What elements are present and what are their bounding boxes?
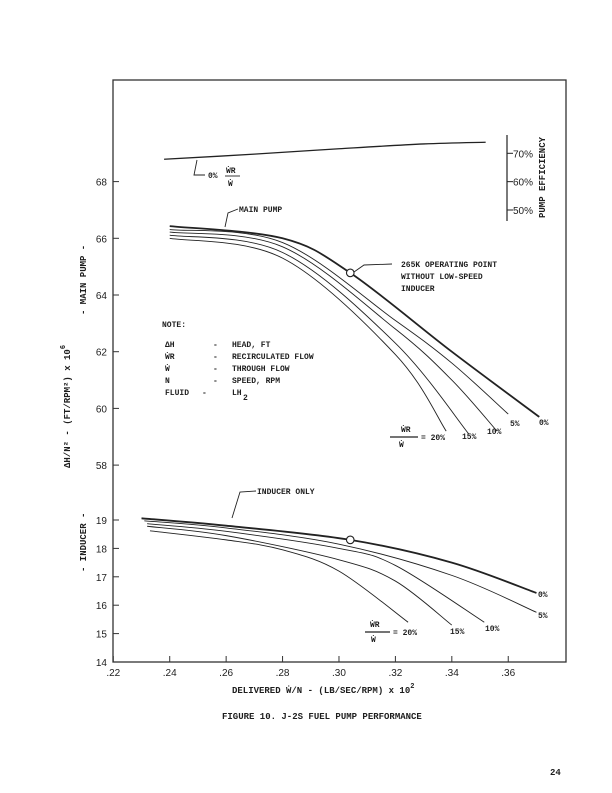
inducer-operating-point (345, 535, 355, 545)
figure-title: FIGURE 10. J-2S FUEL PUMP PERFORMANCE (222, 712, 422, 722)
y-axis-title: ΔH/N² - (FT/RPM²) x 106 (60, 345, 73, 468)
main-y-tick-label: 60 (96, 404, 108, 415)
page-number: 24 (550, 768, 561, 778)
inducer-frac-num: ẆR (370, 621, 380, 630)
inducer-curve-15pct (147, 525, 453, 626)
y-label-main-pump: - MAIN PUMP - (79, 245, 89, 315)
note-subscript: 2 (243, 394, 248, 403)
x-axis-ticks: .22 .24 .26 .28 .30 .32 .34 .36 (106, 656, 516, 679)
inducer-y-tick-label: 16 (96, 601, 108, 612)
op-point-label-1: 265K OPERATING POINT (401, 261, 497, 270)
main-label-20: = 20% (421, 434, 445, 443)
main-y-tick-label: 68 (96, 178, 108, 189)
main-pump-curve-5pct (169, 229, 509, 415)
y-axis-title-sup: 6 (60, 345, 68, 349)
note-title: NOTE: (162, 321, 186, 330)
note-symbol: Ẇ (165, 365, 170, 374)
efficiency-frac-num: ẆR (226, 167, 236, 176)
efficiency-axis-label: PUMP EFFICIENCY (538, 136, 548, 218)
main-pump-curve-20pct (169, 237, 447, 432)
efficiency-axis-ticks: 50% 60% 70% (507, 149, 533, 217)
x-tick-label: .22 (106, 668, 120, 679)
note-symbol: ΔH (165, 341, 175, 350)
efficiency-tick-label: 70% (513, 149, 533, 160)
y-axis-title-text: ΔH/N² - (FT/RPM²) x 106 (60, 345, 73, 468)
x-tick-label: .34 (445, 668, 459, 679)
inducer-label-5: 5% (538, 612, 548, 621)
note-description: SPEED, RPM (232, 377, 280, 386)
efficiency-curve (164, 141, 486, 160)
main-pump-curve-0pct (169, 225, 540, 418)
main-y-tick-label: 62 (96, 348, 108, 359)
efficiency-tick-label: 60% (513, 178, 533, 189)
inducer-label-10: 10% (485, 625, 500, 634)
main-y-tick-label: 58 (96, 461, 108, 472)
main-frac-den: Ẇ (399, 441, 404, 450)
inducer-y-tick-label: 14 (96, 658, 108, 669)
main-pump-curve-10pct (169, 231, 498, 432)
inducer-curve-20pct (149, 530, 409, 623)
note-description: LH (232, 389, 242, 398)
inducer-y-tick-label: 15 (96, 630, 108, 641)
inducer-label-15: 15% (450, 628, 465, 637)
op-point-label-3: INDUCER (401, 285, 435, 294)
note-dash: - (202, 389, 207, 398)
main-operating-point (345, 268, 355, 278)
x-axis-title: DELIVERED Ẇ/N - (LB/SEC/RPM) x 102 (232, 683, 414, 696)
main-label-10: 10% (487, 428, 502, 437)
note-dash: - (213, 365, 218, 374)
plot-frame (112, 79, 567, 663)
main-pump-label: MAIN PUMP (239, 206, 282, 215)
note-description: HEAD, FT (232, 341, 271, 350)
inducer-frac-den: Ẇ (371, 636, 376, 645)
inducer-label-20: = 20% (393, 629, 417, 638)
inducer-label-0: 0% (538, 591, 548, 600)
x-axis-title-main: DELIVERED Ẇ/N - (LB/SEC/RPM) x 10 (232, 685, 410, 696)
note-symbol: FLUID (165, 389, 189, 398)
main-y-tick-label: 64 (96, 291, 108, 302)
inducer-leader (231, 490, 257, 519)
inducer-curve-0pct (141, 517, 537, 594)
inducer-only-label: INDUCER ONLY (257, 488, 315, 497)
note-dash: - (213, 341, 218, 350)
note-description: RECIRCULATED FLOW (232, 353, 314, 362)
x-tick-label: .28 (276, 668, 290, 679)
inducer-y-tick-label: 19 (96, 516, 108, 527)
x-tick-label: .30 (332, 668, 346, 679)
op-point-leader (353, 263, 393, 273)
efficiency-tick-label: 50% (513, 206, 533, 217)
x-tick-label: .36 (501, 668, 515, 679)
main-frac-num: ẆR (401, 426, 411, 435)
note-dash: - (213, 377, 218, 386)
efficiency-label-pct: 0% (208, 172, 218, 181)
main-y-tick-label: 66 (96, 234, 108, 245)
main-label-0: 0% (539, 419, 549, 428)
curves (141, 141, 540, 626)
note-description: THROUGH FLOW (232, 365, 290, 374)
y-axis-ticks: 58 60 62 64 66 68 14 15 16 17 18 19 (96, 178, 119, 669)
main-pump-leader (224, 208, 239, 228)
inducer-y-tick-label: 17 (96, 573, 108, 584)
inducer-curve-5pct (144, 520, 537, 613)
x-axis-title-sup: 2 (410, 683, 414, 691)
y-label-inducer: - INDUCER - (79, 513, 89, 572)
inducer-y-tick-label: 18 (96, 544, 108, 555)
inducer-curve-10pct (147, 523, 485, 623)
note-dash: - (213, 353, 218, 362)
efficiency-frac-den: Ẇ (228, 180, 233, 189)
x-tick-label: .32 (388, 668, 402, 679)
y-axis-title-main: ΔH/N² - (FT/RPM²) x 10 (63, 349, 73, 468)
op-point-label-2: WITHOUT LOW-SPEED (401, 273, 483, 282)
main-pump-curve-15pct (169, 234, 470, 435)
note-symbol: N (165, 377, 170, 386)
note-symbol: ẆR (165, 353, 175, 362)
main-label-15: 15% (462, 433, 477, 442)
x-tick-label: .24 (163, 668, 177, 679)
x-tick-label: .26 (219, 668, 233, 679)
main-label-5: 5% (510, 420, 520, 429)
note-block: NOTE: ΔH - HEAD, FT ẆR - RECIRCULATED FLOW Ẇ - T… (162, 321, 314, 403)
efficiency-leader (193, 159, 205, 176)
